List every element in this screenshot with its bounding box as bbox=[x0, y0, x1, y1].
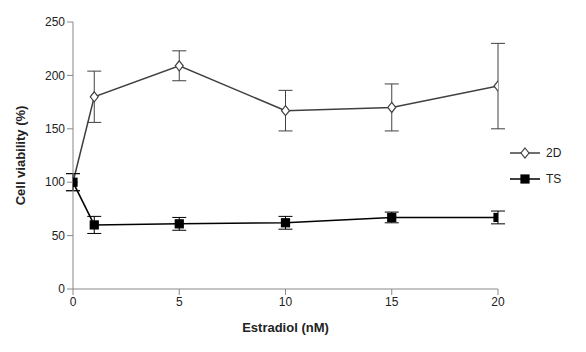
html-text:2D: 2D bbox=[546, 146, 562, 160]
svg-text:200: 200 bbox=[45, 69, 65, 83]
svg-text:5: 5 bbox=[176, 295, 183, 309]
svg-text:0: 0 bbox=[58, 282, 65, 296]
svg-text:50: 50 bbox=[52, 229, 66, 243]
svg-text:20: 20 bbox=[491, 295, 505, 309]
svg-text:10: 10 bbox=[279, 295, 293, 309]
svg-text:15: 15 bbox=[385, 295, 399, 309]
svg-text:100: 100 bbox=[45, 175, 65, 189]
svg-text:150: 150 bbox=[45, 122, 65, 136]
svg-text:250: 250 bbox=[45, 15, 65, 29]
svg-text:Cell viability (%): Cell viability (%) bbox=[13, 106, 28, 206]
svg-text:0: 0 bbox=[70, 295, 77, 309]
svg-text:Estradiol (nM): Estradiol (nM) bbox=[242, 320, 329, 335]
html-text:TS: TS bbox=[546, 172, 562, 186]
